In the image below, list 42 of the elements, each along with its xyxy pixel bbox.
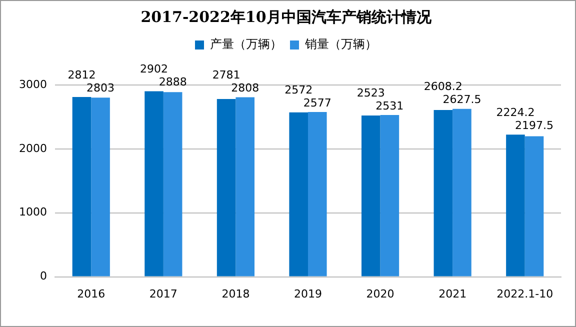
y-tick-label: 2000 xyxy=(18,142,47,155)
data-label: 2627.5 xyxy=(442,93,482,106)
data-label: 2224.2 xyxy=(496,106,535,119)
data-label: 2572 xyxy=(284,83,313,96)
bar xyxy=(289,112,308,276)
data-label: 2197.5 xyxy=(515,118,554,132)
chart-title: 2017-2022年10月中国汽车产销统计情况 xyxy=(140,8,432,26)
bar xyxy=(361,115,380,276)
y-tick-label: 0 xyxy=(40,270,47,283)
data-label: 2608.2 xyxy=(424,80,462,94)
x-tick-label: 2020 xyxy=(366,287,394,300)
data-label: 2523 xyxy=(356,86,385,100)
bar xyxy=(144,91,164,276)
bar xyxy=(452,108,472,276)
bar xyxy=(163,92,182,276)
bar xyxy=(216,99,236,276)
bar xyxy=(72,97,92,276)
data-label: 2531 xyxy=(376,99,404,112)
legend-label: 销量（万辆） xyxy=(304,37,377,52)
data-label: 2888 xyxy=(158,76,187,89)
data-label: 2902 xyxy=(140,62,168,76)
data-label: 2577 xyxy=(303,96,332,110)
bar xyxy=(91,98,110,276)
y-tick-label: 3000 xyxy=(18,78,47,91)
x-tick-label: 2017 xyxy=(149,287,178,300)
bar xyxy=(524,136,544,276)
bar xyxy=(308,112,327,276)
x-tick-label: 2016 xyxy=(77,287,106,300)
bar xyxy=(236,97,255,276)
data-label: 2803 xyxy=(86,81,115,94)
legend-label: 产量（万辆） xyxy=(210,37,282,52)
x-tick-label: 2018 xyxy=(222,287,250,300)
bar xyxy=(434,110,453,276)
data-label: 2781 xyxy=(212,68,240,82)
x-tick-label: 2019 xyxy=(294,287,322,300)
bar xyxy=(506,134,525,276)
x-tick-label: 2022.1-10 xyxy=(496,287,554,300)
x-tick-label: 2021 xyxy=(438,287,467,300)
y-tick-label: 1000 xyxy=(18,206,47,219)
data-label: 2812 xyxy=(68,68,96,82)
data-label: 2808 xyxy=(231,82,260,95)
bar xyxy=(380,114,400,276)
